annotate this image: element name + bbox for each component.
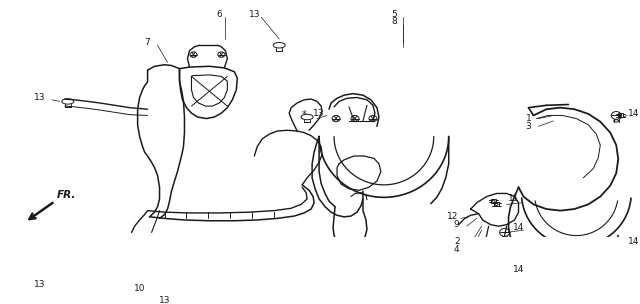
Text: 12: 12 [447, 212, 458, 221]
Text: 7: 7 [145, 38, 150, 47]
Text: 5: 5 [391, 9, 397, 19]
Bar [492, 265, 496, 268]
Text: 14: 14 [513, 264, 524, 274]
Text: 10: 10 [134, 284, 145, 293]
Text: 14: 14 [627, 237, 639, 246]
Bar [169, 285, 174, 289]
Text: 11: 11 [508, 195, 519, 203]
Text: 13: 13 [314, 109, 325, 118]
Text: 13: 13 [34, 93, 45, 102]
Bar [617, 238, 621, 242]
Text: 1: 1 [525, 114, 531, 123]
Text: 3: 3 [525, 122, 531, 131]
Text: 14: 14 [513, 223, 524, 232]
Text: *: * [302, 110, 307, 120]
Text: 14: 14 [627, 109, 639, 118]
Text: 13: 13 [159, 296, 170, 304]
Bar [618, 113, 623, 117]
Text: 13: 13 [34, 280, 45, 289]
Text: 4: 4 [454, 245, 460, 254]
Text: 8: 8 [391, 17, 397, 26]
Text: 6: 6 [216, 9, 222, 19]
Text: FR.: FR. [57, 190, 76, 200]
Bar [617, 263, 621, 267]
Text: 2: 2 [454, 237, 460, 246]
Bar [494, 202, 499, 206]
Text: 9: 9 [454, 220, 460, 229]
Text: 13: 13 [248, 9, 260, 19]
Bar [491, 199, 496, 203]
Bar [492, 246, 496, 250]
